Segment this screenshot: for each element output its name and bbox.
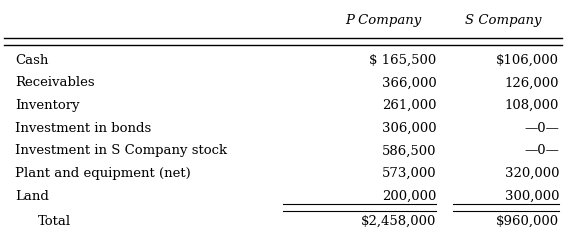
Text: 261,000: 261,000 <box>382 99 436 112</box>
Text: 108,000: 108,000 <box>505 99 559 112</box>
Text: 586,500: 586,500 <box>382 144 436 157</box>
Text: $ 165,500: $ 165,500 <box>369 54 436 67</box>
Text: $960,000: $960,000 <box>496 215 559 228</box>
Text: S Company: S Company <box>465 14 542 27</box>
Text: —0—: —0— <box>524 144 559 157</box>
Text: P Company: P Company <box>345 14 422 27</box>
Text: 573,000: 573,000 <box>381 167 436 180</box>
Text: Investment in bonds: Investment in bonds <box>15 122 152 135</box>
Text: $106,000: $106,000 <box>496 54 559 67</box>
Text: $2,458,000: $2,458,000 <box>361 215 436 228</box>
Text: 320,000: 320,000 <box>504 167 559 180</box>
Text: Inventory: Inventory <box>15 99 80 112</box>
Text: Receivables: Receivables <box>15 76 95 89</box>
Text: Cash: Cash <box>15 54 49 67</box>
Text: Land: Land <box>15 190 49 203</box>
Text: Plant and equipment (net): Plant and equipment (net) <box>15 167 191 180</box>
Text: 200,000: 200,000 <box>382 190 436 203</box>
Text: —0—: —0— <box>524 122 559 135</box>
Text: Total: Total <box>37 215 71 228</box>
Text: 126,000: 126,000 <box>504 76 559 89</box>
Text: 366,000: 366,000 <box>381 76 436 89</box>
Text: 300,000: 300,000 <box>504 190 559 203</box>
Text: Investment in S Company stock: Investment in S Company stock <box>15 144 228 157</box>
Text: 306,000: 306,000 <box>381 122 436 135</box>
